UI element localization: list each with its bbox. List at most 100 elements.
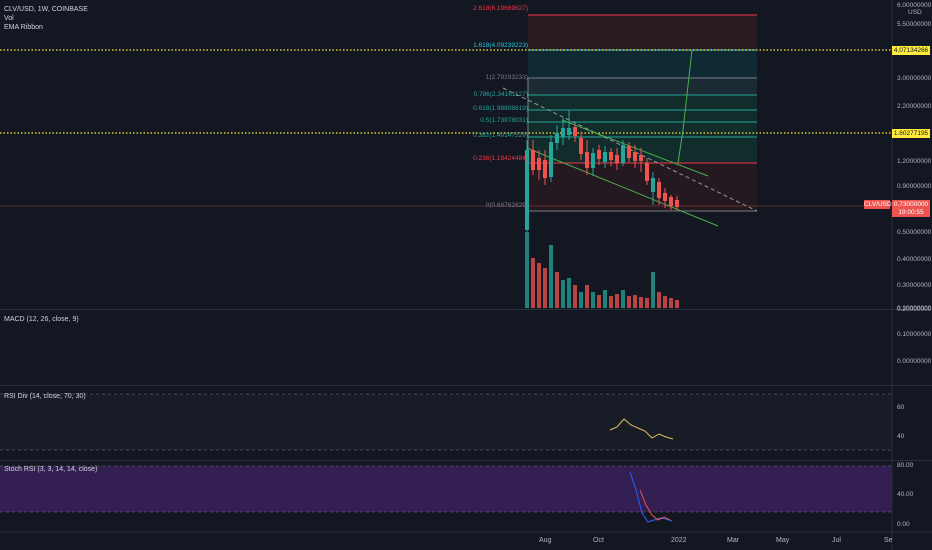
macd-tick: 0.20000000 bbox=[897, 305, 932, 312]
projection-line bbox=[677, 49, 693, 164]
channel-bottom bbox=[526, 147, 719, 227]
candle bbox=[621, 145, 625, 163]
volume-bar bbox=[591, 292, 595, 308]
candle bbox=[609, 152, 613, 160]
time-tick: Jul bbox=[832, 537, 841, 544]
candle bbox=[579, 138, 583, 154]
candle bbox=[675, 200, 679, 207]
volume-bar bbox=[555, 272, 559, 308]
rsi-band-bg bbox=[0, 394, 892, 450]
time-tick: Se bbox=[884, 537, 893, 544]
fib-zone-1 bbox=[528, 78, 757, 95]
volume-bar bbox=[573, 285, 577, 308]
volume-bar bbox=[561, 280, 565, 308]
candle bbox=[543, 160, 547, 178]
pane-separator[interactable] bbox=[0, 385, 932, 386]
volume-bar bbox=[567, 278, 571, 308]
candle bbox=[537, 158, 541, 170]
candles bbox=[525, 110, 679, 232]
time-tick: May bbox=[776, 537, 790, 544]
volume-bar bbox=[543, 268, 547, 308]
volume-bar bbox=[633, 295, 637, 308]
macd-tick: 0.10000000 bbox=[897, 331, 932, 338]
symbol-tag: CLV/USD bbox=[864, 200, 892, 209]
candle bbox=[525, 150, 529, 230]
price-tick: 6.00000000 bbox=[897, 2, 932, 9]
candle bbox=[663, 193, 667, 201]
fib-label-1: 1(2.79193233) bbox=[485, 74, 528, 81]
pane-separator[interactable] bbox=[0, 460, 932, 461]
volume-bar bbox=[675, 300, 679, 308]
candle bbox=[561, 128, 565, 137]
volume-bar bbox=[627, 296, 631, 308]
price-tick: 0.20000000 bbox=[897, 306, 932, 313]
stoch-k-line bbox=[629, 471, 673, 523]
candle bbox=[573, 127, 577, 136]
symbol-label[interactable]: CLV/USD, 1W, COINBASE bbox=[4, 6, 88, 13]
rsi-title[interactable]: RSI Div (14, close, 70, 30) bbox=[4, 393, 86, 400]
time-tick: Mar bbox=[727, 537, 740, 544]
fib-zone-1618 bbox=[528, 50, 757, 78]
candle bbox=[639, 155, 643, 161]
candle bbox=[633, 152, 637, 161]
candle bbox=[615, 155, 619, 163]
macd-title[interactable]: MACD (12, 26, close, 9) bbox=[4, 316, 79, 323]
volume-bar bbox=[549, 245, 553, 308]
stoch-tick: 80.00 bbox=[897, 462, 914, 469]
stoch-tick: 0.00 bbox=[897, 521, 910, 528]
candle bbox=[567, 128, 571, 135]
candle bbox=[627, 146, 631, 158]
macd-tick: 0.00000000 bbox=[897, 358, 932, 365]
stoch-tick: 40.00 bbox=[897, 491, 914, 498]
volume-bar bbox=[669, 298, 673, 308]
price-tick: 2.20000000 bbox=[897, 103, 932, 110]
stoch-title[interactable]: Stoch RSI (3, 3, 14, 14, close) bbox=[4, 466, 98, 473]
volume-bar bbox=[645, 298, 649, 308]
candle bbox=[645, 163, 649, 181]
fib-zone-top bbox=[528, 15, 757, 50]
volume-label[interactable]: Vol bbox=[4, 15, 14, 22]
volume-bar bbox=[531, 258, 535, 308]
fib-label-05: 0.5(1.73978031) bbox=[480, 117, 528, 124]
candle bbox=[651, 178, 655, 192]
candle bbox=[531, 150, 535, 170]
price-tick: 0.90000000 bbox=[897, 183, 932, 190]
fib-label-0618: 0.618(1.98808619) bbox=[473, 105, 528, 112]
time-tick: Oct bbox=[593, 537, 604, 544]
price-tick: 5.50000000 bbox=[897, 21, 932, 28]
price-tick: 1.20000000 bbox=[897, 158, 932, 165]
volume-bar bbox=[639, 297, 643, 308]
candle bbox=[597, 150, 601, 159]
price-currency: USD bbox=[908, 9, 922, 16]
time-tick: Aug bbox=[539, 537, 552, 544]
pane-separator[interactable] bbox=[0, 309, 932, 310]
candle bbox=[603, 152, 607, 162]
fib-label-2618: 2.618(6.19669627) bbox=[473, 5, 528, 12]
volume-bar bbox=[597, 295, 601, 308]
volume-bar bbox=[579, 292, 583, 308]
rsi-tick: 40 bbox=[897, 433, 905, 440]
volume-bar bbox=[585, 285, 589, 308]
fib-label-0236: 0.236(1.18424484) bbox=[473, 155, 528, 162]
volume-bar bbox=[651, 272, 655, 308]
fib-label-1618: 1.618(4.09239223) bbox=[473, 42, 528, 49]
volume-bar bbox=[525, 232, 529, 308]
candle bbox=[555, 133, 559, 143]
stoch-band-bg bbox=[0, 466, 892, 512]
rsi-tick: 60 bbox=[897, 404, 905, 411]
price-tick: 0.40000000 bbox=[897, 256, 932, 263]
volume-bar bbox=[663, 296, 667, 308]
price-tick: 0.50000000 bbox=[897, 229, 932, 236]
price-tag-mid: 1.60277195 bbox=[892, 129, 930, 138]
candle bbox=[585, 152, 589, 168]
price-tick: 0.30000000 bbox=[897, 282, 932, 289]
volume-bars bbox=[525, 232, 679, 308]
last-price-tag: 0.73000000 bbox=[892, 200, 930, 209]
volume-bar bbox=[603, 290, 607, 308]
stoch-d-line bbox=[639, 489, 671, 521]
candle bbox=[669, 197, 673, 206]
ema-label[interactable]: EMA Ribbon bbox=[4, 24, 43, 31]
fib-zone-low bbox=[528, 163, 757, 211]
rsi-line bbox=[609, 418, 674, 440]
